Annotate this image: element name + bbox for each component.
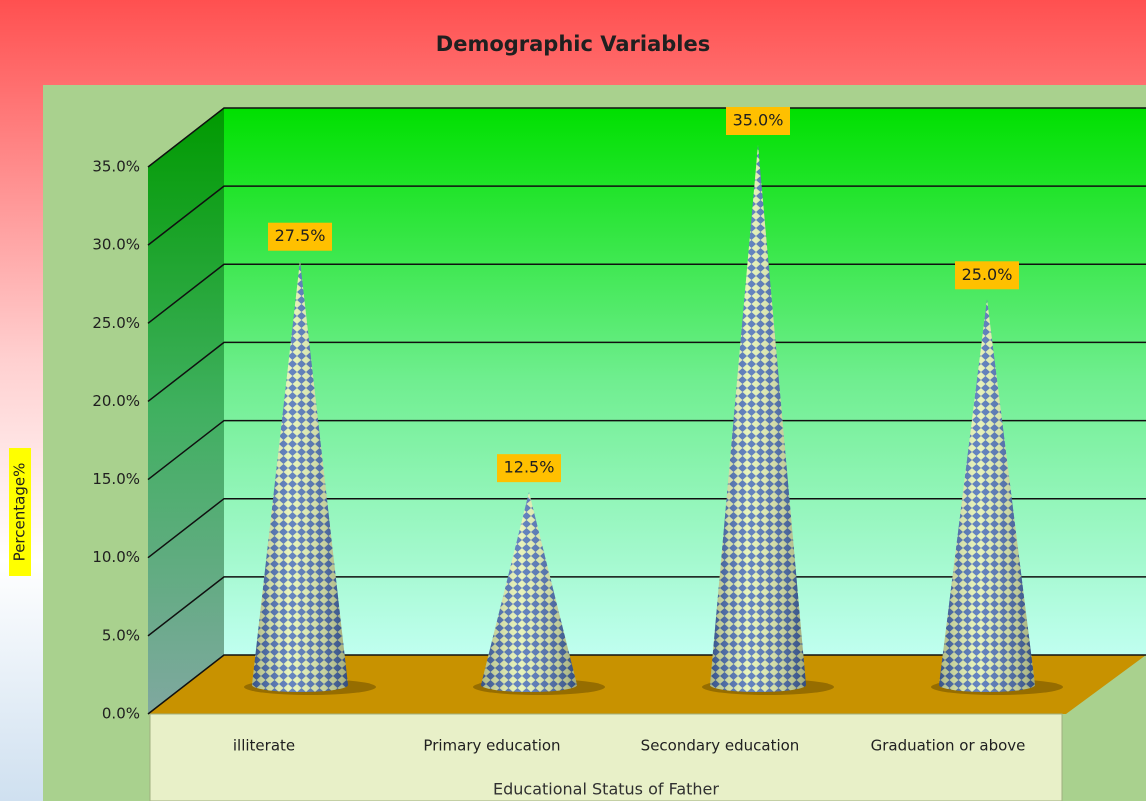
- y-tick-label: 30.0%: [92, 236, 140, 254]
- side-wall: [148, 108, 224, 714]
- y-tick-label: 20.0%: [92, 392, 140, 410]
- x-tick-label: Secondary education: [641, 737, 800, 755]
- data-label-bg: [726, 107, 790, 135]
- cone-shade: [252, 260, 348, 692]
- data-label-bg: [955, 261, 1019, 290]
- x-tick-label: Primary education: [423, 737, 560, 755]
- y-tick-label: 5.0%: [102, 626, 140, 644]
- grid-line: [147, 341, 1146, 403]
- data-label-bg: [497, 454, 561, 483]
- y-tick-label: 25.0%: [92, 314, 140, 332]
- y-tick-label: 10.0%: [92, 548, 140, 566]
- y-tick-label: 15.0%: [92, 470, 140, 488]
- cone-shade: [939, 299, 1035, 692]
- chart-title: Demographic Variables: [436, 32, 710, 56]
- y-tick-label: 0.0%: [102, 705, 140, 723]
- cone-shade: [481, 492, 577, 692]
- grid-line: [147, 263, 1146, 324]
- grid-line: [147, 185, 1146, 246]
- x-axis-label: Educational Status of Father: [493, 780, 719, 799]
- data-label: 35.0%: [733, 111, 784, 130]
- cone-shade: [710, 145, 806, 692]
- grid-line: [147, 419, 1146, 481]
- y-tick-label: 35.0%: [92, 158, 140, 176]
- y-axis-label-bg: [9, 448, 31, 576]
- y-axis-label: Percentage%: [11, 463, 29, 562]
- x-tick-label: illiterate: [233, 737, 295, 755]
- grid-line: [147, 497, 1146, 559]
- floor: [148, 655, 1146, 714]
- grid-line: [147, 654, 1146, 715]
- data-label: 27.5%: [275, 226, 326, 245]
- category-box: [149, 713, 1063, 802]
- data-label: 12.5%: [504, 458, 555, 477]
- data-label-bg: [268, 222, 332, 251]
- data-label: 25.0%: [962, 265, 1013, 284]
- grid-line: [147, 576, 1146, 637]
- x-tick-label: Graduation or above: [871, 737, 1026, 755]
- grid-line: [147, 107, 1146, 168]
